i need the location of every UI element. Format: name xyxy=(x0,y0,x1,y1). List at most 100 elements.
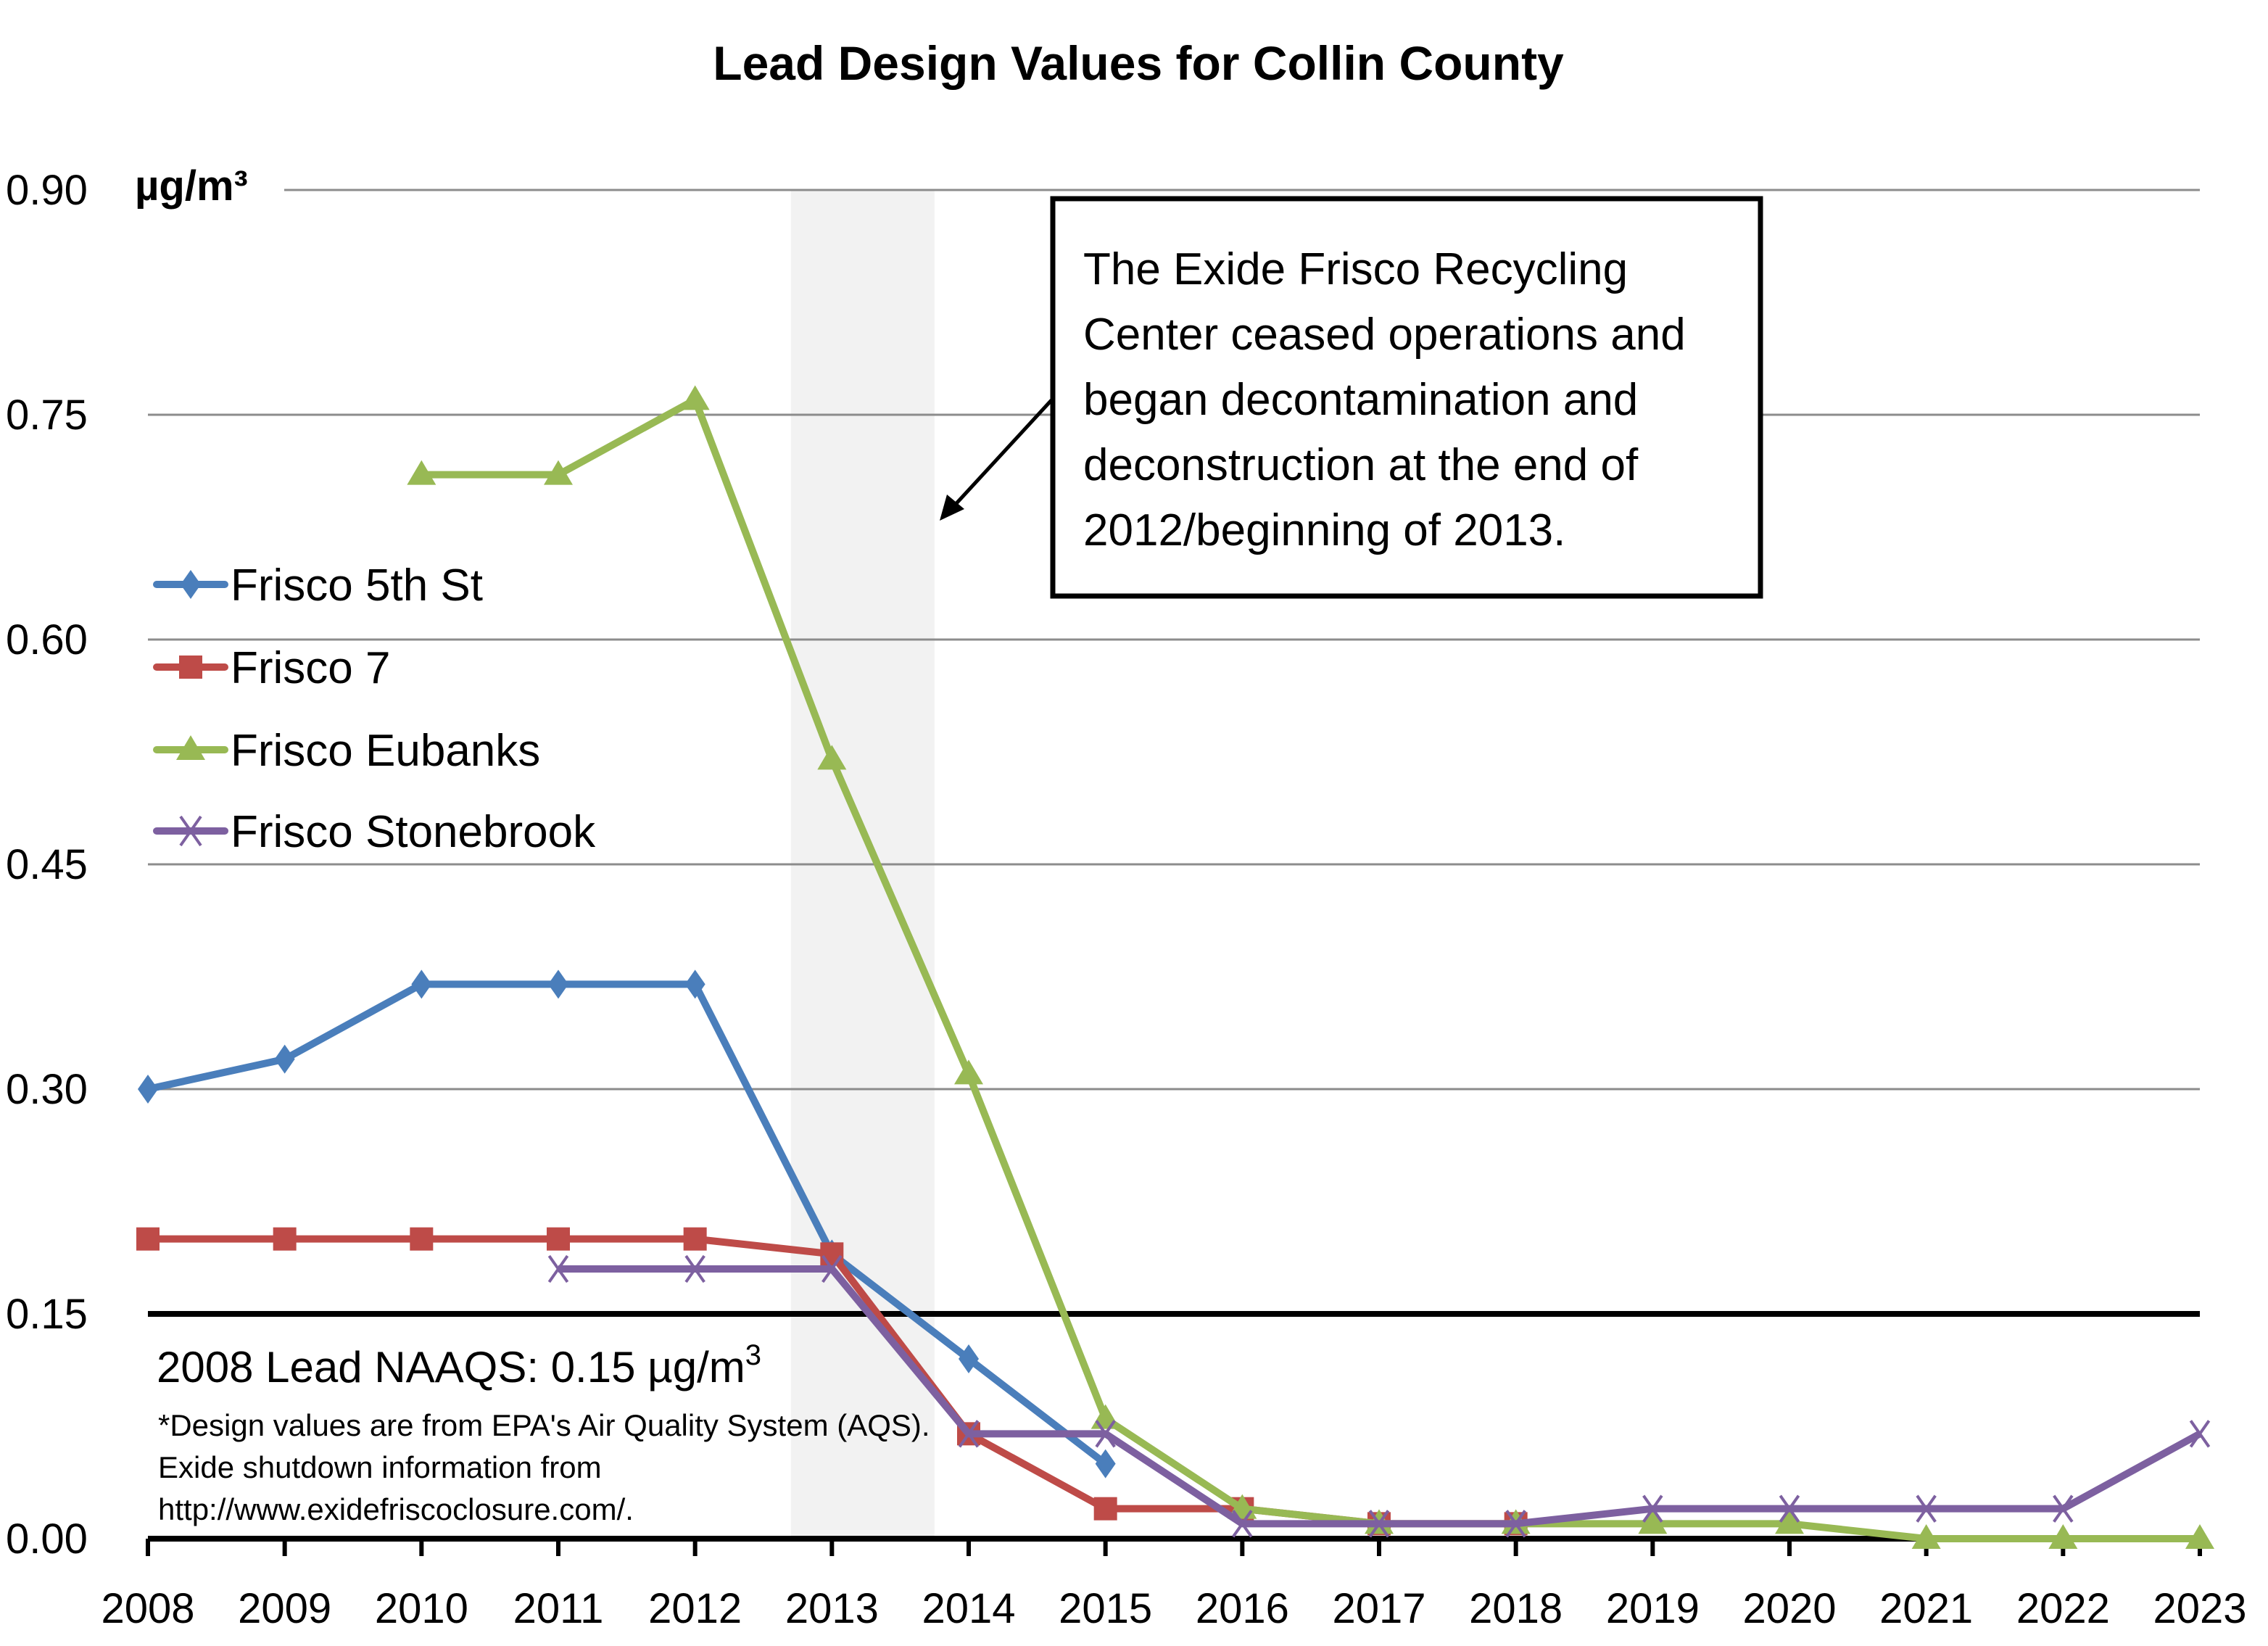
x-tick-label: 2010 xyxy=(375,1585,468,1632)
legend-item: Frisco Eubanks xyxy=(153,726,540,776)
annotation-box xyxy=(1050,196,1763,599)
marker-x-stroke xyxy=(547,1254,569,1283)
marker-x-stroke xyxy=(1916,1494,1937,1523)
marker-triangle xyxy=(176,735,205,760)
marker-triangle xyxy=(680,385,710,410)
marker-triangle xyxy=(954,1059,983,1085)
marker-square xyxy=(683,1227,707,1251)
y-tick-label: 0.60 xyxy=(6,616,88,663)
marker-diamond xyxy=(959,1344,979,1373)
marker-x xyxy=(1642,1494,1663,1523)
marker-triangle xyxy=(817,745,847,770)
annotation-arrow-line xyxy=(948,399,1053,512)
chart-title: Lead Design Values for Collin County xyxy=(713,36,1564,90)
marker-diamond xyxy=(684,969,705,999)
marker-diamond xyxy=(181,570,201,599)
legend-item: Frisco Stonebrook xyxy=(153,807,596,857)
x-tick-label: 2009 xyxy=(238,1585,331,1632)
footnote-line: *Design values are from EPA's Air Qualit… xyxy=(158,1408,930,1442)
x-tick-label: 2016 xyxy=(1196,1585,1289,1632)
marker-diamond xyxy=(138,1075,158,1104)
series-line xyxy=(146,980,1108,1467)
marker-diamond xyxy=(1095,1449,1116,1478)
footnote-line: http://www.exidefriscoclosure.com/. xyxy=(158,1492,634,1526)
marker-triangle xyxy=(1090,1404,1120,1429)
naaqs-label-superscript: 3 xyxy=(745,1339,761,1371)
legend: Frisco 5th St Frisco 7 Frisco Eubanks Frisc… xyxy=(153,561,596,857)
marker-x-stroke xyxy=(1095,1420,1116,1448)
footnote: *Design values are from EPA's Air Qualit… xyxy=(158,1408,930,1526)
marker-x-stroke xyxy=(2053,1494,2074,1523)
y-tick-label: 0.45 xyxy=(6,841,88,888)
annotation-text-line: 2012/beginning of 2013. xyxy=(1083,505,1565,555)
marker-diamond xyxy=(274,1044,295,1074)
marker-x-stroke xyxy=(1642,1494,1663,1523)
marker-x xyxy=(821,1254,843,1283)
marker-x-stroke xyxy=(958,1420,980,1448)
marker-triangle xyxy=(1911,1524,1941,1549)
legend-label: Frisco Eubanks xyxy=(231,726,540,776)
annotation-arrowhead xyxy=(940,495,964,521)
marker-x xyxy=(2189,1420,2211,1448)
y-tick-label: 0.90 xyxy=(6,167,88,214)
marker-square xyxy=(136,1227,160,1251)
y-tick-label: 0.15 xyxy=(6,1291,88,1338)
series-frisco-stonebrook xyxy=(547,1254,2211,1538)
x-tick-label: 2023 xyxy=(2153,1585,2246,1632)
marker-square xyxy=(410,1227,434,1251)
series-frisco-5th-st xyxy=(138,969,1116,1478)
x-tick-label: 2014 xyxy=(922,1585,1015,1632)
x-tick-label: 2011 xyxy=(513,1585,604,1632)
marker-x xyxy=(2053,1494,2074,1523)
x-axis: 2008 2009 2010 2011 2012 2013 2014 2015 2016 2017… xyxy=(101,1536,2247,1632)
marker-square xyxy=(179,655,202,679)
marker-square xyxy=(1093,1497,1117,1521)
x-tick-label: 2018 xyxy=(1469,1585,1563,1632)
marker-x-stroke xyxy=(821,1254,843,1283)
y-axis-ticks: 0.00 0.15 0.30 0.45 0.60 0.75 0.90 xyxy=(6,167,88,1563)
marker-x xyxy=(958,1420,980,1448)
marker-x xyxy=(179,815,202,847)
x-tick-label: 2021 xyxy=(1879,1585,1973,1632)
marker-x-stroke xyxy=(1505,1510,1526,1538)
annotation-text-line: began decontamination and xyxy=(1083,375,1638,425)
x-tick-label: 2019 xyxy=(1606,1585,1700,1632)
x-tick-label: 2022 xyxy=(2016,1585,2110,1632)
marker-triangle xyxy=(1638,1509,1668,1534)
footnote-line: Exide shutdown information from xyxy=(158,1450,602,1484)
shutdown-annotation: The Exide Frisco Recycling Center ceased … xyxy=(940,196,1763,599)
marker-x-stroke xyxy=(1232,1510,1253,1538)
marker-square xyxy=(820,1242,844,1266)
x-tick-label: 2012 xyxy=(648,1585,742,1632)
marker-diamond xyxy=(411,969,432,999)
marker-x xyxy=(1505,1510,1526,1538)
marker-x-stroke xyxy=(2189,1420,2211,1448)
series-lines xyxy=(136,385,2214,1549)
y-tick-label: 0.00 xyxy=(6,1515,88,1563)
legend-label: Frisco 5th St xyxy=(231,561,483,611)
y-axis-unit-label: µg/m³ xyxy=(135,162,248,210)
x-tick-label: 2008 xyxy=(101,1585,194,1632)
annotation-text-line: deconstruction at the end of xyxy=(1083,440,1639,490)
series-line xyxy=(421,396,2200,1542)
marker-x-stroke xyxy=(684,1254,705,1283)
legend-label: Frisco Stonebrook xyxy=(231,807,596,857)
legend-item: Frisco 5th St xyxy=(153,561,483,611)
marker-triangle xyxy=(2048,1524,2078,1549)
naaqs-reference-line: 2008 Lead NAAQS: 0.15 µg/m3 xyxy=(148,1311,2200,1391)
marker-square xyxy=(273,1227,297,1251)
legend-label: Frisco 7 xyxy=(231,643,390,693)
marker-triangle xyxy=(1775,1509,1804,1534)
marker-triangle xyxy=(544,460,573,485)
annotation-text-line: Center ceased operations and xyxy=(1083,310,1686,360)
y-tick-label: 0.30 xyxy=(6,1066,88,1113)
y-tick-label: 0.75 xyxy=(6,392,88,439)
marker-triangle xyxy=(407,460,436,485)
marker-x xyxy=(547,1254,569,1283)
marker-x-stroke xyxy=(179,815,202,847)
marker-x xyxy=(1916,1494,1937,1523)
naaqs-label: 2008 Lead NAAQS: 0.15 µg/m3 xyxy=(157,1339,761,1391)
marker-x-stroke xyxy=(1779,1494,1800,1523)
x-tick-label: 2020 xyxy=(1742,1585,1836,1632)
